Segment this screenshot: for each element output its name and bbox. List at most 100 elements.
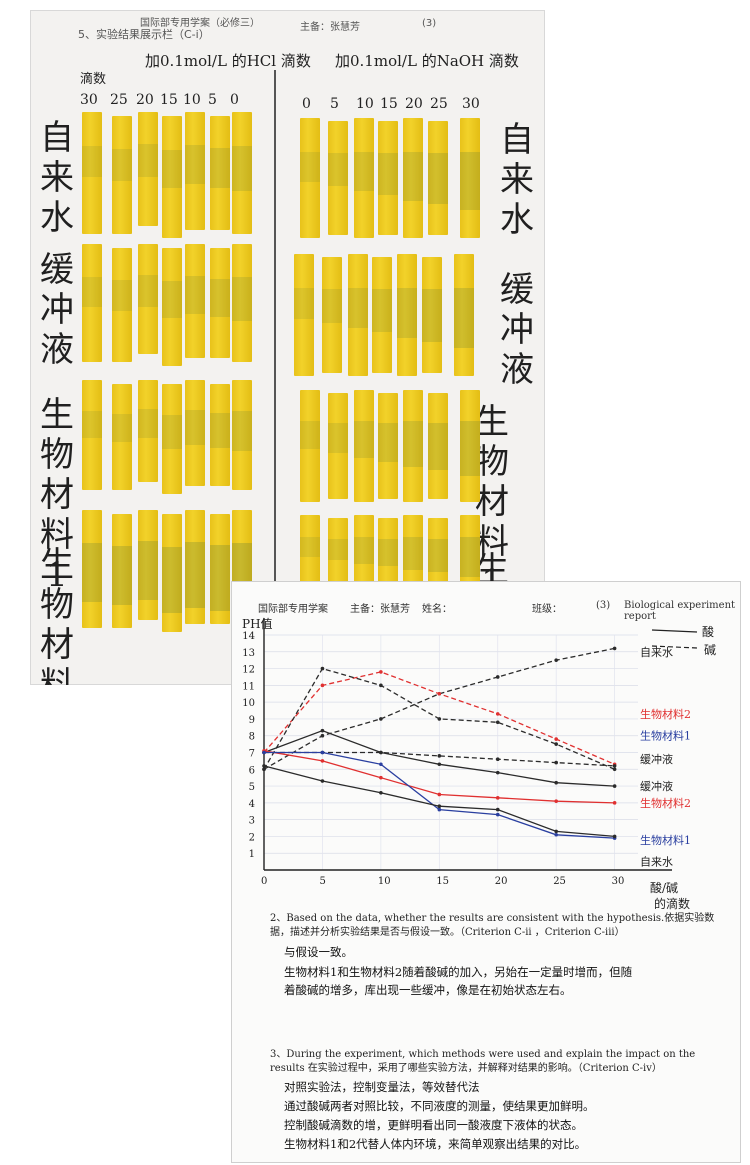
data-point [437,762,442,767]
ph-strip [328,393,348,499]
answer-3-line3: 控制酸碱滴数的增，更鲜明看出同一酸液度下液体的状态。 [284,1118,583,1132]
y-tick-label: 4 [249,799,255,810]
data-point [554,832,558,837]
ph-strip [82,510,102,628]
data-point [437,717,442,721]
photo1-author: 主备：张慧芳 [300,22,360,33]
x-axis-title: 的滴数 [654,896,690,911]
ph-strip [112,514,132,628]
legend-base-label: 碱 [704,643,716,657]
photo2-header: 国际部专用学案 [258,604,328,615]
data-point [262,750,266,755]
ph-strip [460,515,480,595]
series-end-label: 自来水 [640,646,673,659]
ph-strip [428,121,448,235]
divider-line [274,70,276,615]
data-point [437,792,442,797]
ph-strip [328,121,348,235]
base-tick: 20 [405,96,423,112]
drops-header: 滴数 [80,72,107,87]
acid-title: 加0.1mol/L 的HCl 滴数 [145,52,311,70]
answer-2-line1: 与假设一致。 [284,945,353,959]
data-point [320,733,325,738]
photo2-author: 主备：张慧芳 [350,604,410,615]
legend-acid-line [651,629,698,633]
data-point [554,742,558,746]
data-point [437,691,442,696]
series-end-label: 缓冲液 [640,779,673,793]
data-point [554,829,558,834]
data-point [554,737,558,741]
base-tick: 15 [380,96,398,112]
ph-strip [162,384,182,494]
acid-tick: 0 [230,92,239,108]
acid-tick: 20 [136,92,154,108]
data-point [495,770,500,775]
base-tick: 10 [356,96,374,112]
ph-strip [322,257,342,373]
photo2-num: (3) [596,600,611,611]
answer-3-line2: 通过酸碱两者对照比较，不同液度的测量，使结果更加鲜明。 [284,1099,595,1113]
ph-strip [454,254,474,376]
ph-strip [300,390,320,502]
ph-strip [348,254,368,376]
ph-strip [378,121,398,235]
data-point [495,812,500,817]
ph-strip [162,514,182,632]
answer-3-line1: 对照实验法，控制变量法，等效替代法 [284,1080,480,1094]
data-point [379,670,383,674]
ph-strip [403,118,423,238]
y-tick-label: 1 [249,849,255,860]
data-point [437,807,442,812]
ph-strip [112,116,132,234]
data-point [495,675,500,679]
ph-strip [210,514,230,624]
data-point [379,750,383,755]
ph-strip [378,518,398,592]
y-tick-label: 11 [242,681,255,692]
y-tick-label: 7 [249,749,255,760]
question-2: 2、Based on the data, whether the results… [270,913,715,938]
x-axis-title: 酸/碱 [650,880,678,895]
y-tick-label: 13 [242,648,255,659]
data-point [612,764,617,768]
ph-strip [232,244,252,362]
data-point [320,750,325,755]
y-tick-label: 3 [249,816,255,827]
y-axis-title: PH值 [242,616,273,631]
ph-strip [162,116,182,238]
y-tick-label: 9 [249,715,255,726]
acid-tick: 25 [110,92,128,108]
ph-strip [185,112,205,230]
legend-acid-label: 酸 [702,624,714,639]
ph-strip [378,393,398,499]
ph-strip [138,380,158,482]
data-point [495,807,500,812]
question-3: 3、During the experiment, which methods w… [270,1049,696,1074]
ph-strip [112,384,132,490]
class-label: 班级： [532,604,562,615]
left-label-bio1: 生物材料1 [40,395,74,595]
data-point [612,801,617,805]
ph-strip [210,384,230,486]
x-tick-label: 30 [612,876,625,887]
data-point [320,683,325,688]
data-point [554,760,558,765]
ph-strip [294,254,314,376]
answer-2-line2: 生物材料1和生物材料2随着酸碱的加入，另始在一定量时增而，但随 [284,965,633,979]
data-point [612,834,617,839]
y-tick-label: 10 [242,698,255,709]
left-label-tapwater: 自来水 [40,118,74,238]
data-point [379,790,383,795]
data-point [262,767,266,772]
ph-strip [185,510,205,624]
ph-strip [82,380,102,490]
data-point [320,779,325,783]
strip-photo: 国际部专用学案（必修三） 主备：张慧芳 (3) 5、实验结果展示栏（C-i） 加… [30,10,545,685]
data-point [495,712,500,716]
ph-strip [300,118,320,238]
series-end-label: 生物材料2 [640,796,691,810]
name-label: 姓名： [422,604,452,615]
data-point [437,804,442,809]
series-end-label: 生物材料1 [640,729,691,743]
